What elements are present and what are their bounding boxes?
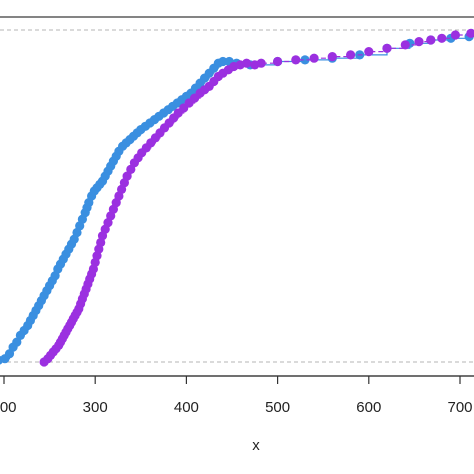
data-point [122, 171, 132, 181]
x-tick-label: 700 [447, 399, 472, 416]
data-point [327, 52, 337, 62]
x-tick-label: 500 [265, 399, 290, 416]
data-point [218, 56, 228, 67]
series-2 [39, 28, 474, 367]
x-axis-label: x [252, 437, 260, 454]
data-point [256, 58, 266, 68]
data-point [382, 43, 392, 53]
data-point [346, 50, 356, 60]
x-tick-label: 300 [83, 399, 108, 416]
x-tick-label: 600 [356, 399, 381, 416]
data-point [242, 58, 252, 68]
data-point [466, 28, 474, 38]
x-tick-label: 400 [174, 399, 199, 416]
x-axis: 200 300 400 500 600 700 [0, 375, 474, 416]
data-point [400, 40, 410, 50]
series-layer [0, 28, 474, 367]
data-point [300, 55, 310, 65]
x-tick-label: 200 [0, 399, 17, 416]
data-point [309, 53, 319, 63]
reference-lines [0, 29, 474, 363]
data-point [450, 30, 460, 40]
data-point [414, 37, 424, 47]
series-line [0, 36, 474, 361]
data-point [291, 55, 301, 65]
series-line [44, 32, 474, 363]
data-point [273, 56, 283, 67]
data-point [426, 35, 436, 45]
data-point [437, 33, 447, 43]
data-point [364, 47, 374, 57]
